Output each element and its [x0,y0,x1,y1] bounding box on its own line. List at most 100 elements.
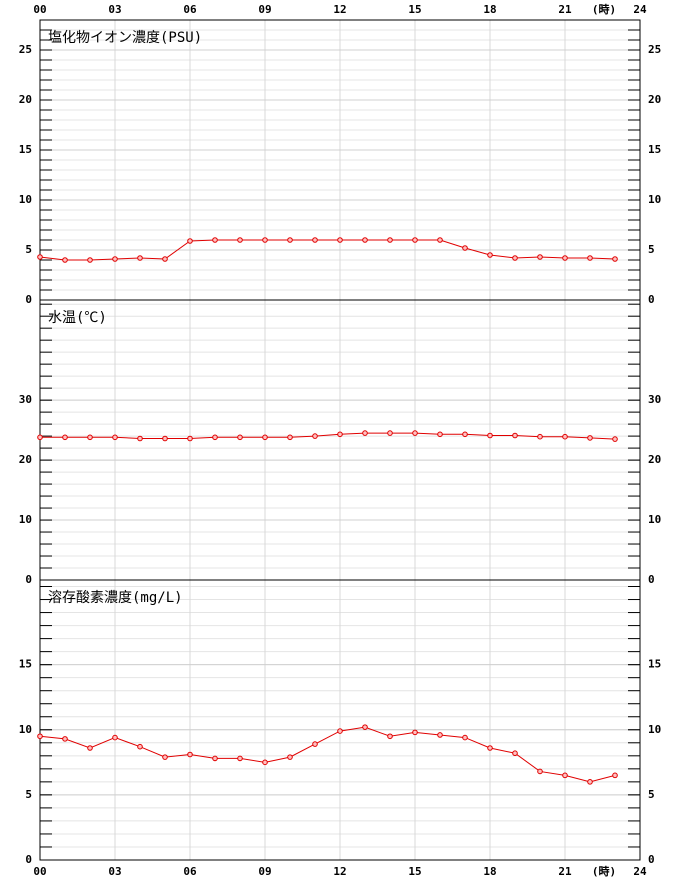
data-point [87,434,93,441]
data-point [212,434,218,441]
y-tick-label-right: 5 [648,788,655,801]
x-tick-label: 00 [33,3,46,16]
data-point [62,736,68,742]
y-tick-label-right: 10 [648,193,661,206]
data-point [312,433,318,439]
data-point [437,237,443,243]
y-tick-label: 30 [19,393,32,406]
data-point [287,434,293,441]
data-point [562,255,568,261]
x-tick-label: 15 [408,865,421,878]
data-point [362,430,368,436]
y-tick-label: 0 [25,293,32,306]
data-point [587,779,593,785]
data-point [37,254,43,260]
data-point [512,255,518,261]
data-point [462,245,468,251]
data-point [412,237,418,243]
y-tick-label-right: 15 [648,658,661,671]
y-tick-label-right: 25 [648,43,661,56]
data-point [412,729,418,736]
x-tick-label: 03 [108,3,121,16]
data-point [337,237,343,243]
data-point [412,430,418,436]
data-point [112,734,118,741]
data-point [337,728,343,734]
y-tick-label: 10 [19,513,32,526]
data-point [362,237,368,243]
data-point [137,743,143,750]
y-tick-label-right: 20 [648,453,661,466]
data-point [162,435,168,442]
data-point [137,435,143,442]
data-point [87,257,93,263]
data-point [112,256,118,262]
y-tick-label-right: 0 [648,853,655,866]
data-point [362,724,368,730]
y-tick-label: 5 [25,243,32,256]
y-tick-label: 20 [19,453,32,466]
x-tick-label: 06 [183,3,197,16]
y-tick-label-right: 20 [648,93,661,106]
data-point [62,257,68,263]
x-tick-label: 12 [333,3,346,16]
data-point [187,751,193,758]
x-tick-label: 18 [483,3,496,16]
y-tick-label-right: 5 [648,243,655,256]
data-point [462,734,468,741]
panel-title: 水温(℃) [48,310,107,326]
y-tick-label: 10 [19,723,32,736]
data-point [487,252,493,258]
panel-frame [39,579,641,861]
data-point [537,768,543,775]
x-tick-label: 00 [33,865,46,878]
data-point [437,732,443,738]
y-tick-label-right: 10 [648,513,661,526]
y-tick-label-right: 10 [648,723,661,736]
data-point [462,431,468,438]
data-point [587,435,593,441]
x-tick-label: 03 [108,865,121,878]
data-point [612,436,618,442]
panel-title: 溶存酸素濃度(mg/L) [48,590,183,606]
data-point [537,433,543,440]
data-point [537,254,543,260]
data-line [40,432,616,440]
data-point [262,759,268,766]
y-tick-label: 5 [25,788,32,801]
y-tick-label: 25 [19,43,32,56]
data-point [437,431,443,438]
data-point [287,754,293,760]
y-tick-label: 20 [19,93,32,106]
data-point [162,256,168,262]
y-tick-label: 0 [25,573,32,586]
data-point [612,772,618,779]
data-point [237,434,243,441]
data-point [237,237,243,243]
data-point [62,434,68,441]
data-point [312,741,318,747]
data-point [512,432,518,439]
data-point [287,237,293,243]
data-point [487,432,493,439]
x-tick-label: 21 [558,865,572,878]
y-tick-label: 0 [25,853,32,866]
data-point [387,733,393,740]
data-point [387,237,393,243]
y-tick-label-right: 0 [648,573,655,586]
data-point [612,256,618,262]
data-point [187,435,193,442]
data-point [562,772,568,779]
x-tick-label: 09 [258,3,271,16]
data-point [487,745,493,751]
x-tick-label: 06 [183,865,197,878]
y-tick-label: 15 [19,143,32,156]
x-tick-label: 09 [258,865,271,878]
x-tick-label: 15 [408,3,421,16]
data-line [39,726,616,783]
y-tick-label-right: 30 [648,393,661,406]
data-point [262,434,268,441]
x-unit: (時) [592,864,616,878]
x-unit: (時) [592,2,616,16]
